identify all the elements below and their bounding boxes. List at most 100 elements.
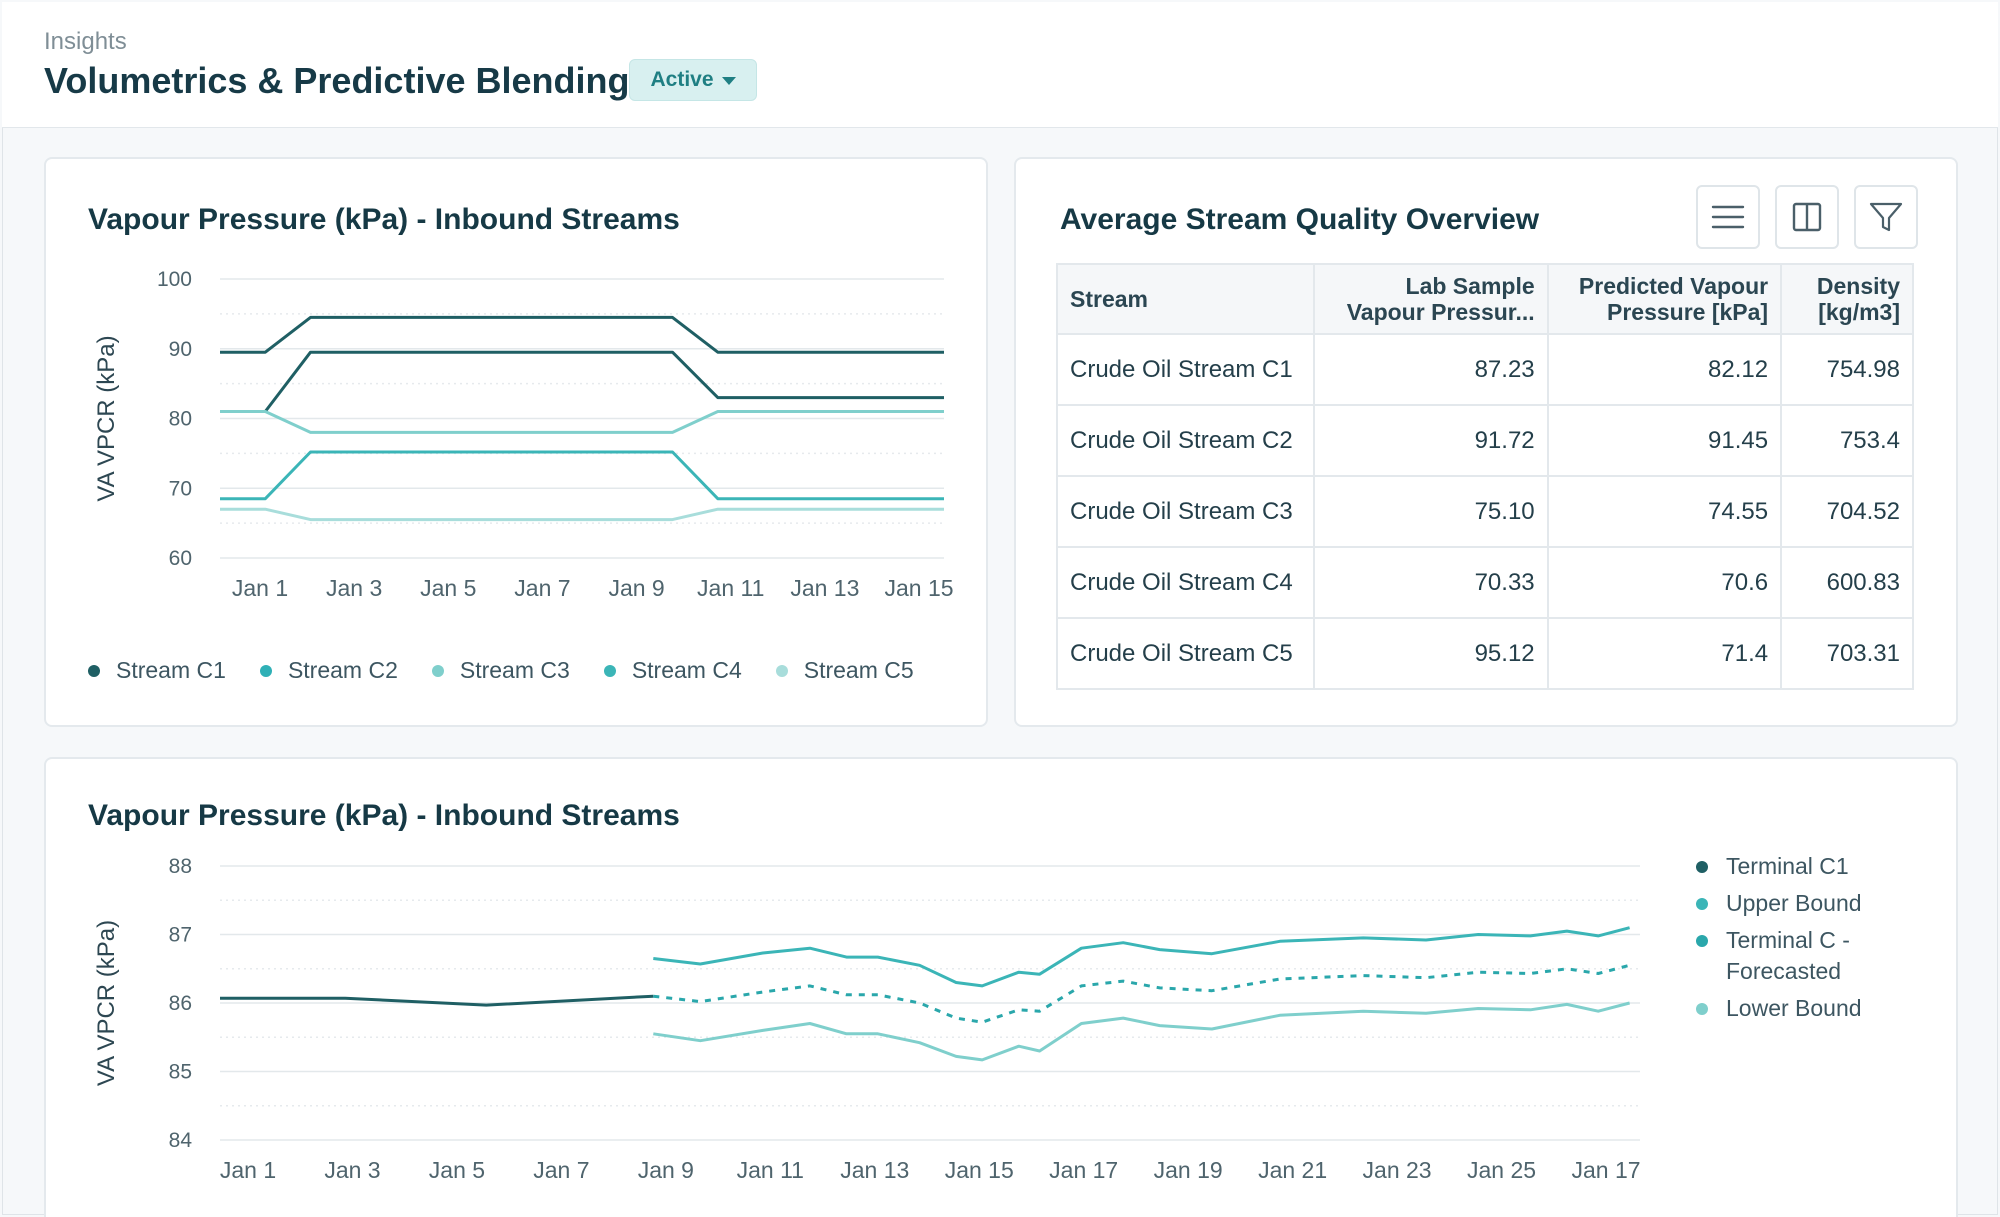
table-row[interactable]: Crude Oil Stream C4 70.33 70.6 600.83 [1055, 546, 1914, 619]
column-header-predicted[interactable]: Predicted Vapour Pressure [kPa] [1546, 263, 1783, 335]
x-tick-label: Jan 25 [1467, 1157, 1536, 1183]
legend-item[interactable]: Stream C2 [259, 657, 398, 684]
legend-label: Lower Bound [1726, 995, 1862, 1021]
cell-density: 704.52 [1780, 475, 1914, 548]
legend-swatch [603, 664, 616, 677]
cell-lab: 70.33 [1313, 546, 1549, 619]
stream-quality-card: Average Stream Quality Overview Stream [1014, 157, 1958, 727]
inbound-chart-title: Vapour Pressure (kPa) - Inbound Streams [88, 203, 680, 236]
y-axis-label: VA VPCR (kPa) [93, 920, 120, 1086]
x-tick-label: Jan 19 [1154, 1157, 1223, 1183]
series-line-stream-c4[interactable] [220, 450, 944, 501]
y-tick-label: 70 [169, 477, 192, 500]
legend-item[interactable]: Lower Bound [1696, 993, 1862, 1024]
legend-item[interactable]: Terminal C - Forecasted [1696, 925, 1862, 987]
cell-predicted: 71.4 [1546, 617, 1783, 690]
breadcrumb[interactable]: Insights [44, 28, 127, 55]
legend-item[interactable]: Stream C4 [603, 657, 742, 684]
legend-swatch [1696, 898, 1708, 910]
legend-label: Upper Bound [1726, 890, 1862, 916]
x-tick-label: Jan 9 [638, 1157, 694, 1183]
cell-stream: Crude Oil Stream C2 [1055, 404, 1316, 477]
x-tick-label: Jan 13 [790, 575, 859, 601]
series-line-terminal-c1[interactable] [220, 994, 654, 1007]
x-tick-label: Jan 5 [429, 1157, 485, 1183]
table-row[interactable]: Crude Oil Stream C1 87.23 82.12 754.98 [1055, 333, 1914, 406]
page-header: Insights Volumetrics & Predictive Blendi… [2, 2, 1998, 128]
series-line-lower-bound[interactable] [653, 1001, 1630, 1062]
series-line-stream-c3[interactable] [220, 410, 944, 434]
series-line-upper-bound[interactable] [653, 926, 1630, 988]
y-tick-label: 80 [169, 408, 192, 431]
cell-predicted: 82.12 [1546, 333, 1783, 406]
legend-swatch [259, 664, 272, 677]
column-header-label: Pressure [kPa] [1607, 299, 1769, 325]
legend-label: Stream C4 [631, 657, 742, 683]
y-tick-label: 86 [169, 992, 192, 1015]
table-filter-button[interactable] [1854, 185, 1918, 249]
legend-label: Stream C1 [116, 657, 226, 683]
table-row[interactable]: Crude Oil Stream C2 91.72 91.45 753.4 [1055, 404, 1914, 477]
legend-item[interactable]: Stream C3 [431, 657, 570, 684]
cell-stream: Crude Oil Stream C1 [1055, 333, 1316, 406]
y-tick-label: 87 [169, 924, 192, 947]
cell-predicted: 91.45 [1546, 404, 1783, 477]
x-tick-label: Jan 3 [324, 1157, 380, 1183]
cell-lab: 75.10 [1313, 475, 1549, 548]
y-tick-label: 100 [157, 268, 192, 291]
table-row[interactable]: Crude Oil Stream C5 95.12 71.4 703.31 [1055, 617, 1914, 690]
legend-swatch [88, 664, 100, 677]
column-header-stream[interactable]: Stream [1055, 263, 1316, 335]
series-line-stream-c1[interactable] [220, 315, 944, 354]
cell-stream: Crude Oil Stream C5 [1055, 617, 1316, 690]
page-title: Volumetrics & Predictive Blending [44, 60, 630, 101]
x-tick-label: Jan 3 [326, 575, 382, 601]
legend-swatch [431, 664, 444, 677]
legend-label: Terminal C - Forecasted [1726, 927, 1850, 984]
cell-predicted: 74.55 [1546, 475, 1783, 548]
terminal-line-chart: 84 85 86 87 88 VA VPCR (kPa) Jan 1 Jan 3 Jan 5 Ja… [93, 855, 1641, 1183]
legend-label: Terminal C1 [1726, 853, 1849, 879]
inbound-line-chart: 60 70 80 90 100 VA VPCR (kPa) Jan 1 Jan 3 Jan 5 J… [93, 268, 954, 601]
y-axis-label: VA VPCR (kPa) [93, 335, 120, 501]
stream-quality-table: Stream Lab Sample Vapour Pressur... Pred… [1055, 263, 1914, 690]
chevron-down-icon [721, 77, 736, 85]
legend-swatch [775, 664, 788, 677]
column-header-label: [kg/m3] [1818, 299, 1900, 325]
cell-lab: 95.12 [1313, 617, 1549, 690]
cell-stream: Crude Oil Stream C3 [1055, 475, 1316, 548]
series-line-stream-c5[interactable] [220, 507, 944, 522]
inbound-streams-card: Vapour Pressure (kPa) - Inbound Streams … [44, 157, 988, 727]
cell-density: 703.31 [1780, 617, 1914, 690]
column-header-label: Stream [1070, 286, 1148, 312]
table-row[interactable]: Crude Oil Stream C3 75.10 74.55 704.52 [1055, 475, 1914, 548]
legend-label: Stream C3 [459, 657, 570, 683]
y-tick-label: 85 [169, 1061, 192, 1084]
menu-icon [1711, 205, 1745, 229]
cell-density: 600.83 [1780, 546, 1914, 619]
column-header-label: Density [1816, 273, 1900, 299]
cell-predicted: 70.6 [1546, 546, 1783, 619]
x-tick-label: Jan 21 [1258, 1157, 1327, 1183]
legend-item[interactable]: Terminal C1 [1696, 851, 1862, 882]
table-columns-button[interactable] [1775, 185, 1839, 249]
status-label: Active [650, 68, 714, 91]
legend-label: Stream C5 [803, 657, 914, 683]
legend-item[interactable]: Stream C1 [88, 657, 226, 684]
legend-item[interactable]: Upper Bound [1696, 888, 1862, 919]
series-line-stream-c2[interactable] [220, 350, 944, 413]
x-tick-label: Jan 17 [1571, 1157, 1640, 1183]
quality-table-title: Average Stream Quality Overview [1060, 203, 1540, 236]
table-menu-button[interactable] [1696, 185, 1760, 249]
cell-density: 754.98 [1780, 333, 1914, 406]
y-tick-label: 88 [169, 855, 192, 878]
column-header-density[interactable]: Density [kg/m3] [1780, 263, 1914, 335]
legend-item[interactable]: Stream C5 [775, 657, 914, 684]
series-line-terminal-c-forecasted[interactable] [653, 963, 1630, 1024]
column-header-lab-sample[interactable]: Lab Sample Vapour Pressur... [1313, 263, 1549, 335]
status-dropdown[interactable]: Active [629, 59, 757, 101]
x-tick-label: Jan 7 [514, 575, 570, 601]
legend-swatch [1696, 861, 1708, 873]
x-tick-label: Jan 5 [420, 575, 476, 601]
x-tick-label: Jan 15 [945, 1157, 1014, 1183]
